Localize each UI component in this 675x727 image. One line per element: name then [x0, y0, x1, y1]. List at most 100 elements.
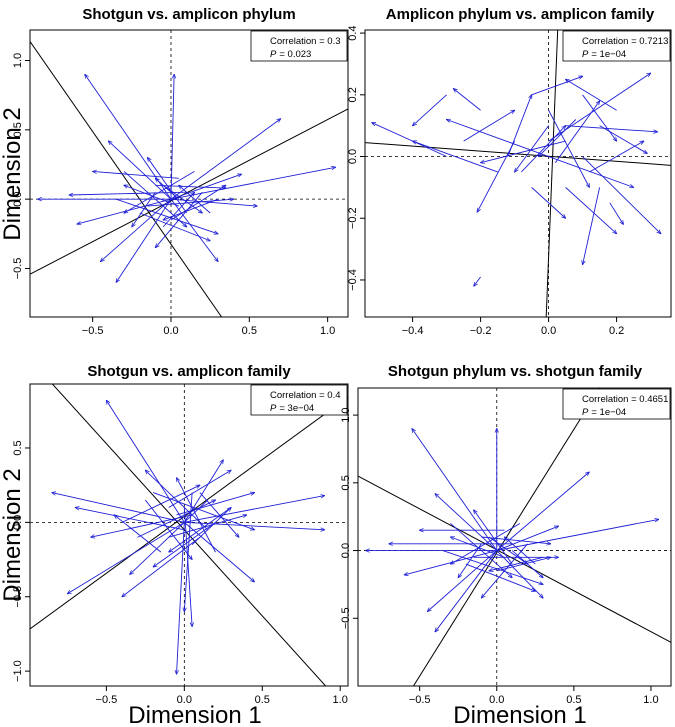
- legend-box: [562, 30, 671, 62]
- legend-box: [562, 388, 671, 420]
- residual-arrow: [132, 191, 156, 227]
- y-tick-label: 0.0: [340, 543, 352, 558]
- x-tick-label: 0.2: [609, 325, 624, 337]
- panel-title: Shotgun phylum vs. shotgun family: [388, 363, 643, 380]
- residual-arrow: [139, 212, 210, 241]
- x-axis-label-right: Dimension 1: [453, 702, 586, 727]
- residual-arrow: [108, 141, 172, 200]
- y-tick-label: 0.4: [347, 25, 359, 40]
- procrustes-arrows: [366, 429, 659, 632]
- x-tick-label: −0.5: [82, 325, 104, 337]
- legend-box: [250, 30, 348, 62]
- legend-correlation: Correlation = 0.7213: [582, 36, 668, 47]
- residual-arrow: [477, 140, 515, 212]
- procrustes-line-1: [358, 475, 671, 643]
- residual-arrow: [548, 156, 634, 188]
- legend-p-symbol: P: [270, 403, 277, 414]
- y-tick-label: −0.5: [12, 258, 24, 280]
- panel-title: Shotgun vs. amplicon family: [87, 363, 291, 380]
- residual-arrow: [67, 521, 185, 593]
- residual-arrow: [191, 507, 231, 545]
- legend-pvalue: P = 0.023: [270, 49, 311, 60]
- legend-pvalue: P = 3e−04: [270, 403, 314, 414]
- residual-arrow: [453, 89, 481, 111]
- residual-arrow: [442, 550, 543, 585]
- residual-arrow: [582, 94, 617, 141]
- x-tick-label: 0.5: [242, 325, 257, 337]
- residual-arrow: [155, 191, 203, 247]
- procrustes-arrows: [38, 74, 336, 282]
- residual-arrow: [489, 556, 544, 571]
- y-tick-label: 0.5: [12, 122, 24, 137]
- residual-arrow: [162, 192, 194, 228]
- panel-shotgun-vs-amplicon-family: Shotgun vs. amplicon family −0.5 0.0 0.5 1.…: [12, 363, 349, 706]
- residual-arrow: [170, 185, 226, 221]
- residual-arrow: [184, 496, 324, 523]
- plot-frame: [29, 29, 349, 318]
- y-tick-label: 0.0: [12, 192, 24, 207]
- legend-p-value: = 1e−04: [591, 407, 626, 418]
- residual-arrow: [176, 493, 255, 516]
- x-tick-label: −0.5: [409, 694, 431, 706]
- residual-arrow: [168, 515, 247, 538]
- x-tick-label: −0.5: [96, 694, 118, 706]
- y-tick-label: 0.0: [12, 515, 24, 530]
- y-tick-label: 1.0: [12, 53, 24, 68]
- y-tick-label: −1.0: [12, 660, 24, 682]
- x-tick-label: 0.0: [163, 325, 178, 337]
- residual-arrow: [451, 523, 521, 564]
- legend-correlation: Correlation = 0.4651: [582, 394, 668, 405]
- residual-arrow: [515, 125, 549, 172]
- y-axis-label-top: Dimension 2: [0, 107, 26, 240]
- x-axis-ticks: −0.4 −0.2 0.0 0.2: [402, 317, 624, 337]
- legend: Correlation = 0.4 P = 3e−04: [250, 384, 348, 416]
- legend-p-symbol: P: [582, 407, 589, 418]
- residual-arrow: [69, 191, 187, 195]
- x-axis-ticks: −0.5 0.0 0.5 1.0: [96, 686, 348, 706]
- x-tick-label: 0.0: [541, 325, 556, 337]
- residual-arrow: [458, 543, 482, 578]
- residual-arrow: [155, 178, 180, 200]
- residual-arrow: [170, 174, 241, 200]
- residual-arrow: [413, 94, 447, 126]
- residual-arrow: [521, 126, 565, 173]
- residual-arrow: [531, 187, 566, 218]
- residual-arrow: [121, 485, 200, 523]
- y-tick-label: 0.5: [12, 440, 24, 455]
- residual-arrow: [52, 493, 185, 523]
- legend: Correlation = 0.7213 P = 1e−04: [562, 30, 671, 62]
- legend-correlation: Correlation = 0.3: [270, 36, 341, 47]
- residual-arrow: [179, 185, 211, 214]
- legend-p-symbol: P: [270, 49, 277, 60]
- residual-arrow: [565, 187, 617, 233]
- residual-arrow: [145, 470, 209, 531]
- residual-arrow: [162, 184, 202, 213]
- legend-p-value: = 0.023: [279, 49, 311, 60]
- x-tick-label: 1.0: [643, 694, 658, 706]
- x-tick-label: 0.5: [255, 694, 270, 706]
- residual-arrow: [75, 507, 185, 531]
- residual-arrow: [548, 110, 590, 187]
- procrustes-axis-lines: [365, 30, 671, 317]
- residual-arrow: [116, 198, 218, 234]
- legend-correlation: Correlation = 0.4: [270, 390, 341, 401]
- residual-arrow: [481, 536, 550, 544]
- residual-arrow: [116, 198, 172, 282]
- residual-arrow: [496, 526, 559, 551]
- x-tick-label: −0.2: [470, 325, 492, 337]
- panel-title: Shotgun vs. amplicon phylum: [82, 6, 295, 23]
- residual-arrow: [474, 510, 513, 565]
- y-tick-label: −0.2: [347, 207, 359, 229]
- x-tick-label: 0.0: [489, 694, 504, 706]
- y-tick-label: 1.0: [340, 407, 352, 422]
- legend: Correlation = 0.3 P = 0.023: [250, 30, 348, 62]
- y-tick-label: −0.4: [347, 269, 359, 291]
- plot-frame: [364, 29, 672, 318]
- residual-arrow: [496, 519, 659, 551]
- y-tick-label: −0.5: [12, 586, 24, 608]
- zero-lines: [30, 384, 348, 686]
- residual-arrow: [93, 171, 179, 179]
- residual-arrow: [555, 101, 599, 163]
- residual-arrow: [583, 187, 601, 264]
